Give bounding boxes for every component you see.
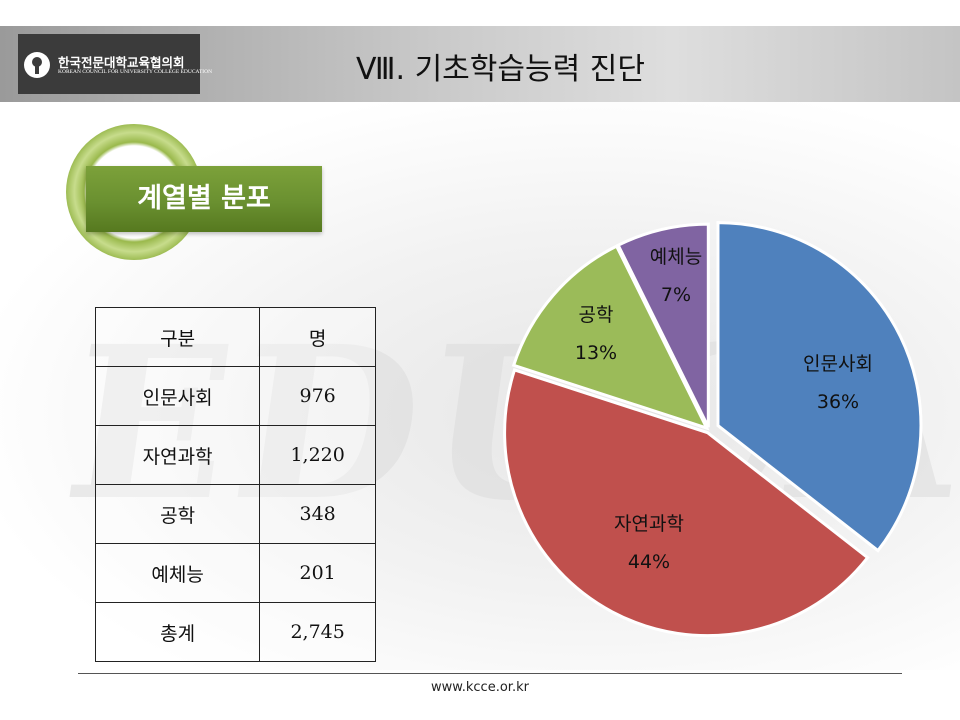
table-row: 인문사회 976 — [94, 366, 376, 426]
row-value: 348 — [259, 484, 376, 544]
row-value: 1,220 — [259, 425, 376, 485]
section-title: 계열별 분포 — [137, 183, 271, 214]
row-value: 201 — [259, 543, 376, 603]
row-label: 자연과학 — [94, 425, 261, 485]
row-value: 976 — [259, 366, 376, 426]
header-category: 구분 — [94, 307, 261, 367]
row-label: 총계 — [94, 602, 261, 662]
page-title: Ⅷ. 기초학습능력 진단 — [356, 52, 645, 87]
table-header-row: 구분 명 — [94, 307, 376, 367]
table-row: 예체능 201 — [94, 543, 376, 603]
logo-mark-icon — [24, 52, 50, 78]
footer-divider — [78, 673, 902, 674]
footer-url: www.kcce.or.kr — [431, 680, 529, 695]
table-row: 자연과학 1,220 — [94, 425, 376, 485]
distribution-table: 구분 명 인문사회 976 자연과학 1,220 공학 348 예체능 201 … — [94, 307, 376, 662]
section-badge-ribbon — [86, 166, 322, 232]
row-label: 예체능 — [94, 543, 261, 603]
table-row: 공학 348 — [94, 484, 376, 544]
row-value: 2,745 — [259, 602, 376, 662]
row-label: 공학 — [94, 484, 261, 544]
logo-name: 한국전문대학교육협의회 — [58, 55, 185, 70]
row-label: 인문사회 — [94, 366, 261, 426]
logo-subtitle: KOREAN COUNCIL FOR UNIVERSITY COLLEGE ED… — [58, 69, 213, 75]
table-row-total: 총계 2,745 — [94, 602, 376, 662]
header-count: 명 — [259, 307, 376, 367]
